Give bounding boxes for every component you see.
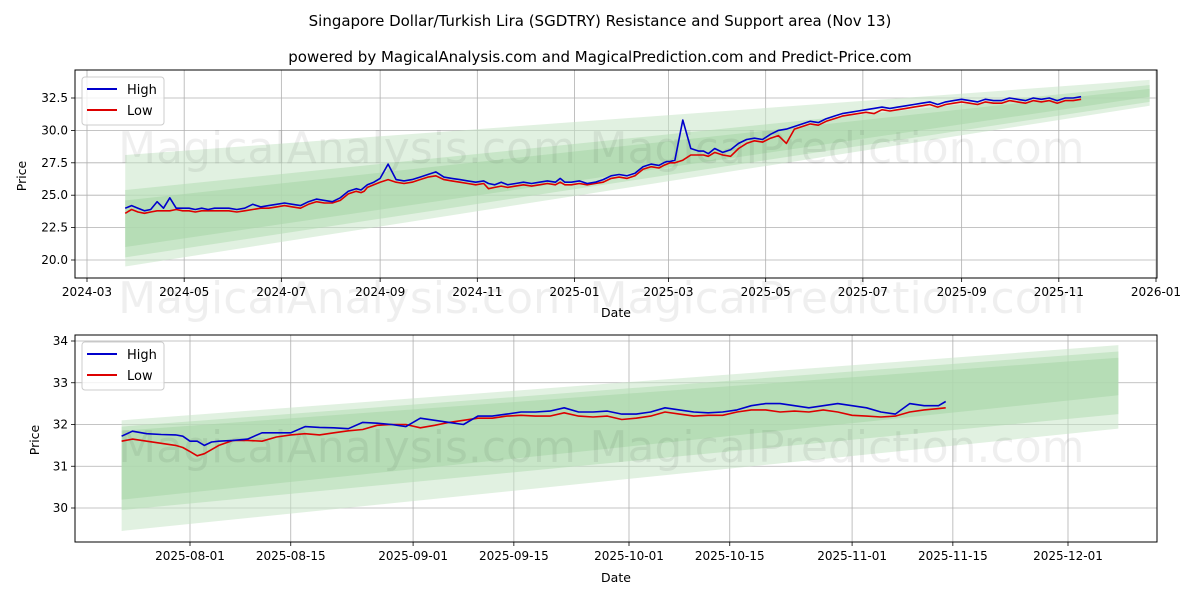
y-tick-label: 20.0 (41, 253, 68, 267)
x-tick-label: 2024-05 (159, 285, 209, 299)
x-tick-label: 2025-09-01 (378, 549, 448, 563)
x-tick-label: 2025-03 (643, 285, 693, 299)
y-tick-label: 25.0 (41, 188, 68, 202)
x-tick-label: 2024-09 (355, 285, 405, 299)
x-tick-label: 2025-05 (741, 285, 791, 299)
bottom-y-axis-label: Price (27, 424, 42, 455)
watermark-magicalanalysis: MagicalAnalysis.com (118, 422, 576, 473)
legend-low-label: Low (127, 104, 153, 119)
bottom-x-axis-label: Date (601, 570, 631, 585)
y-tick-label: 34 (53, 334, 68, 348)
y-tick-label: 27.5 (41, 156, 68, 170)
bottom-price-lines (121, 400, 947, 457)
bottom-axis-ticks: 2025-08-01 2025-08-15 2025-09-01 2025-09-15… (53, 334, 1103, 563)
bottom-watermarks: MagicalAnalysis.com MagicalPrediction.co… (118, 422, 1084, 473)
watermark-magicalprediction: MagicalPrediction.com (590, 273, 1085, 324)
x-tick-label: 2024-07 (256, 285, 306, 299)
y-tick-label: 33 (53, 376, 68, 390)
high-price-line (124, 95, 1082, 212)
band-inner (121, 357, 1119, 500)
bottom-axes-frame (74, 334, 1158, 543)
band-inner (125, 88, 1150, 248)
x-tick-label: 2025-07 (838, 285, 888, 299)
watermark-magicalprediction: MagicalPrediction.com (590, 422, 1085, 473)
top-axes-frame (74, 69, 1158, 279)
watermark-magicalanalysis: MagicalAnalysis.com (118, 123, 576, 174)
high-price-line (121, 400, 947, 447)
x-tick-label: 2024-03 (62, 285, 112, 299)
bottom-legend: High Low (81, 341, 165, 391)
top-axis-ticks: 2024-03 2024-05 2024-07 2024-09 2024-11 2025-… (41, 91, 1181, 299)
x-tick-label: 2026-01 (1131, 285, 1181, 299)
top-chart-panel: MagicalAnalysis.com MagicalPrediction.co… (14, 69, 1181, 324)
top-watermarks: MagicalAnalysis.com MagicalPrediction.co… (118, 123, 1084, 324)
top-price-lines (124, 95, 1082, 215)
y-tick-label: 31 (53, 459, 68, 473)
x-tick-label: 2025-10-01 (594, 549, 664, 563)
x-tick-label: 2025-09-15 (479, 549, 549, 563)
legend-high-label: High (127, 348, 157, 363)
legend-low-label: Low (127, 369, 153, 384)
x-tick-label: 2025-08-15 (256, 549, 326, 563)
bottom-chart-panel: MagicalAnalysis.com MagicalPrediction.co… (27, 334, 1158, 585)
x-tick-label: 2024-11 (452, 285, 502, 299)
y-tick-label: 30 (53, 501, 68, 515)
top-x-axis-label: Date (601, 305, 631, 320)
x-tick-label: 2025-09 (937, 285, 987, 299)
chart-subtitle: powered by MagicalAnalysis.com and Magic… (288, 48, 912, 66)
x-tick-label: 2025-11 (1034, 285, 1084, 299)
y-tick-label: 32 (53, 418, 68, 432)
top-legend: High Low (81, 76, 165, 126)
bottom-resistance-support-bands (121, 345, 1119, 531)
legend-high-label: High (127, 83, 157, 98)
x-tick-label: 2025-08-01 (155, 549, 225, 563)
watermark-magicalanalysis: MagicalAnalysis.com (118, 273, 576, 324)
y-tick-label: 30.0 (41, 123, 68, 137)
top-y-axis-label: Price (14, 160, 29, 191)
x-tick-label: 2025-11-15 (918, 549, 988, 563)
chart-title: Singapore Dollar/Turkish Lira (SGDTRY) R… (309, 12, 892, 30)
x-tick-label: 2025-01 (549, 285, 599, 299)
x-tick-label: 2025-11-01 (817, 549, 887, 563)
x-tick-label: 2025-10-15 (695, 549, 765, 563)
watermark-magicalprediction: MagicalPrediction.com (590, 123, 1085, 174)
y-tick-label: 32.5 (41, 91, 68, 105)
low-price-line (121, 407, 946, 457)
y-tick-label: 22.5 (41, 221, 68, 235)
x-tick-label: 2025-12-01 (1033, 549, 1103, 563)
low-price-line (124, 98, 1082, 215)
